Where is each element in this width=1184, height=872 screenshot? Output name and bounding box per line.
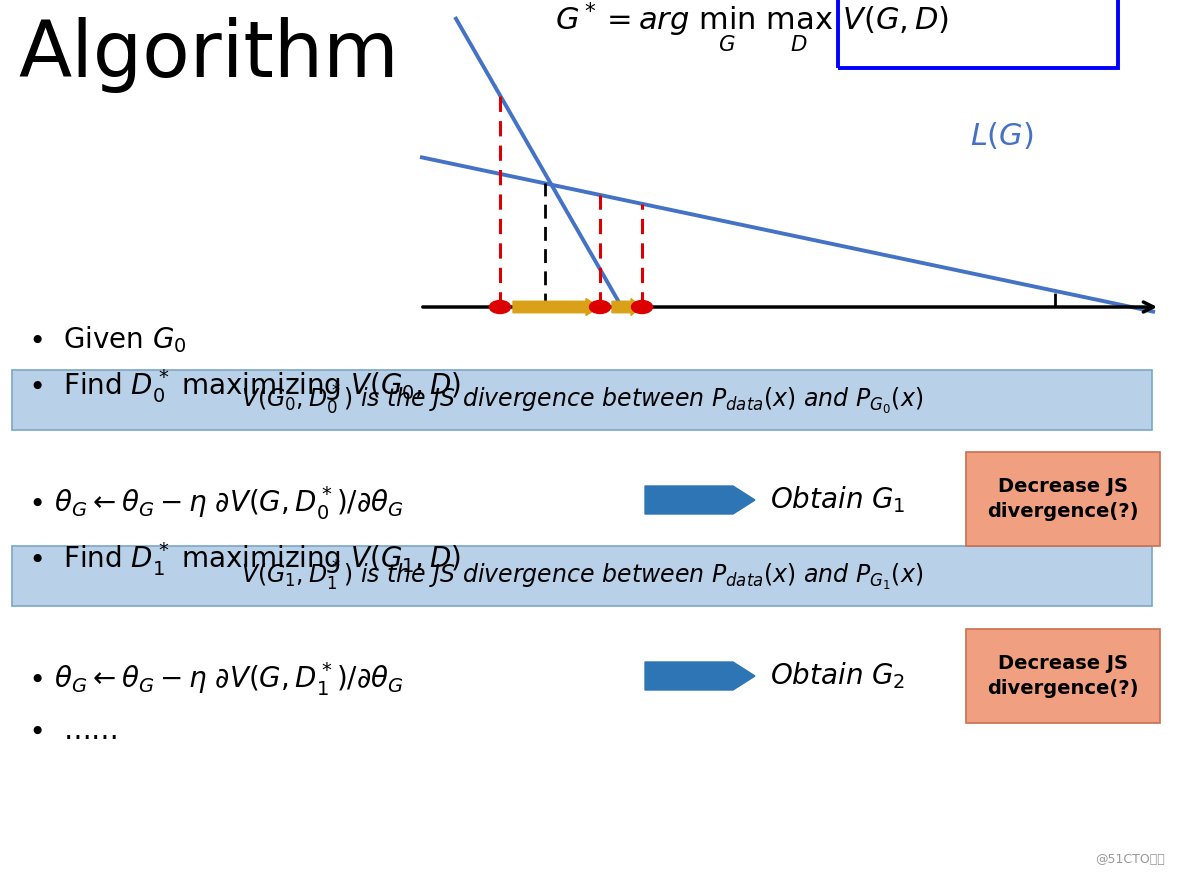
- FancyArrow shape: [612, 298, 641, 316]
- Text: $\bullet\ $ Find $D_0^*$ maximizing $V(G_0, D)$: $\bullet\ $ Find $D_0^*$ maximizing $V(G…: [28, 367, 461, 405]
- Text: $\bullet\ $ Find $D_1^*$ maximizing $V(G_1, D)$: $\bullet\ $ Find $D_1^*$ maximizing $V(G…: [28, 540, 461, 578]
- FancyBboxPatch shape: [966, 452, 1160, 546]
- Text: $\bullet\ \theta_G \leftarrow \theta_G - \eta\ \partial V(G, D_1^*)/\partial\the: $\bullet\ \theta_G \leftarrow \theta_G -…: [28, 660, 404, 698]
- Text: Decrease JS
divergence(?): Decrease JS divergence(?): [987, 477, 1139, 521]
- Ellipse shape: [590, 301, 611, 314]
- Text: @51CTO博客: @51CTO博客: [1095, 853, 1165, 866]
- Text: $\bullet\ $ Given $G_0$: $\bullet\ $ Given $G_0$: [28, 324, 187, 355]
- FancyArrow shape: [645, 486, 755, 514]
- FancyBboxPatch shape: [966, 629, 1160, 723]
- Text: $\bullet\ $ ……: $\bullet\ $ ……: [28, 717, 117, 745]
- Text: Decrease JS
divergence(?): Decrease JS divergence(?): [987, 654, 1139, 698]
- Ellipse shape: [631, 301, 652, 314]
- Text: Obtain $G_1$: Obtain $G_1$: [770, 485, 906, 515]
- FancyArrow shape: [513, 298, 599, 316]
- Ellipse shape: [489, 301, 510, 314]
- Text: Obtain $G_2$: Obtain $G_2$: [770, 661, 906, 691]
- Text: $G^* = \mathit{arg}\ \underset{G}{\min}\ \underset{D}{\max}\ V(G, D)$: $G^* = \mathit{arg}\ \underset{G}{\min}\…: [555, 0, 950, 54]
- Text: Algorithm: Algorithm: [18, 17, 399, 93]
- Text: $V(G_1, D_1^*)$ is the JS divergence between $P_{data}(x)$ and $P_{G_1}(x)$: $V(G_1, D_1^*)$ is the JS divergence bet…: [240, 559, 924, 593]
- FancyBboxPatch shape: [12, 370, 1152, 430]
- FancyBboxPatch shape: [12, 546, 1152, 606]
- Text: $L(G)$: $L(G)$: [970, 120, 1034, 151]
- Text: $V(G_0, D_0^*)$ is the JS divergence between $P_{data}(x)$ and $P_{G_0}(x)$: $V(G_0, D_0^*)$ is the JS divergence bet…: [240, 383, 924, 417]
- Text: $\bullet\ \theta_G \leftarrow \theta_G - \eta\ \partial V(G, D_0^*)/\partial\the: $\bullet\ \theta_G \leftarrow \theta_G -…: [28, 484, 404, 522]
- FancyArrow shape: [645, 662, 755, 690]
